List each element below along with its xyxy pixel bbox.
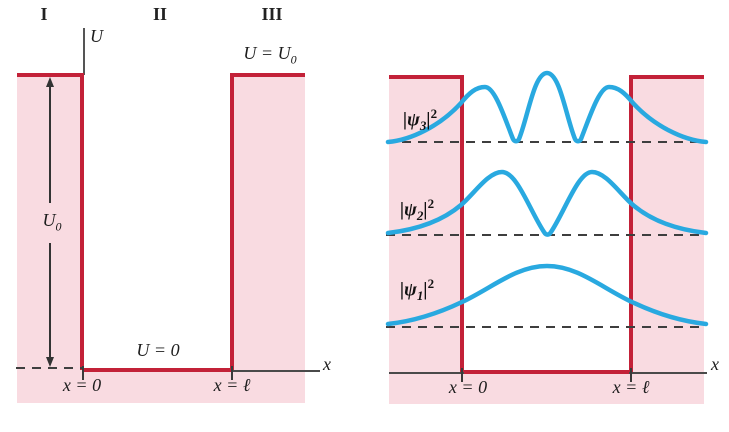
barrier-height-label-sub: 0 bbox=[290, 52, 297, 67]
psi3-label-close: | bbox=[426, 109, 431, 131]
bottom-shading-right bbox=[389, 372, 704, 404]
psi1-label-sup: 2 bbox=[427, 276, 435, 291]
psi1-curve bbox=[385, 263, 709, 327]
psi2-label-close: | bbox=[423, 199, 428, 221]
psi3-label-sub: 3 bbox=[419, 118, 427, 134]
x0-label-right-panel: x = 0 bbox=[448, 377, 488, 397]
barrier-height-label: U = U0 bbox=[243, 44, 296, 66]
psi2-label-sup: 2 bbox=[427, 196, 435, 211]
tick-xl-left-panel bbox=[231, 366, 233, 380]
right-barrier bbox=[230, 73, 305, 370]
potential-well-panel: I II III U U = U0 U0 U = 0 bbox=[0, 0, 345, 432]
psi1-label-close: | bbox=[423, 279, 428, 301]
zero-level-dashed-line bbox=[16, 367, 82, 369]
region-label-III: III bbox=[261, 4, 283, 24]
psi3-zero-baseline bbox=[386, 141, 706, 143]
u-axis-label: U bbox=[90, 26, 103, 46]
well-depth-arrow-lower bbox=[49, 243, 51, 357]
x-axis-label-right-panel: x bbox=[711, 354, 719, 374]
barrier-height-label-text: U = U bbox=[243, 43, 291, 63]
well-depth-arrowhead-down bbox=[45, 357, 54, 367]
x-axis-label-left-panel: x bbox=[323, 354, 331, 374]
well-floor-right-panel bbox=[464, 370, 629, 374]
well-floor-left-panel bbox=[83, 368, 232, 372]
tick-xl-right-panel bbox=[630, 368, 632, 382]
tick-x0-right-panel bbox=[461, 368, 463, 382]
psi2-curve bbox=[385, 169, 709, 237]
well-depth-label-sub: 0 bbox=[55, 219, 62, 234]
psi2-label-sub: 2 bbox=[416, 208, 424, 224]
region-label-II: II bbox=[152, 4, 168, 24]
psi1-zero-baseline bbox=[386, 326, 706, 328]
psi2-label-open: |ψ bbox=[400, 199, 417, 221]
region-label-I: I bbox=[40, 4, 48, 24]
well-depth-arrowhead-up bbox=[45, 77, 54, 87]
well-depth-label-text: U bbox=[42, 210, 56, 230]
psi1-label-sub: 1 bbox=[416, 288, 424, 304]
x0-label-left-panel: x = 0 bbox=[62, 375, 102, 395]
floor-potential-label: U = 0 bbox=[136, 340, 180, 360]
u-axis bbox=[83, 28, 85, 75]
psi3-squared-label: |ψ3|2 bbox=[403, 107, 437, 132]
xl-label-right-panel: x = ℓ bbox=[612, 377, 650, 397]
psi2-squared-label: |ψ2|2 bbox=[400, 197, 434, 222]
psi3-curve bbox=[385, 70, 709, 145]
bottom-shading-left bbox=[17, 370, 305, 403]
psi3-label-open: |ψ bbox=[403, 109, 420, 131]
psi1-label-open: |ψ bbox=[400, 279, 417, 301]
tick-x0-left-panel bbox=[82, 366, 84, 380]
well-depth-label: U0 bbox=[43, 211, 62, 233]
psi1-squared-label: |ψ1|2 bbox=[400, 277, 434, 302]
well-depth-arrow-upper bbox=[49, 85, 51, 203]
xl-label-left-panel: x = ℓ bbox=[213, 375, 251, 395]
psi3-label-sup: 2 bbox=[430, 106, 438, 121]
